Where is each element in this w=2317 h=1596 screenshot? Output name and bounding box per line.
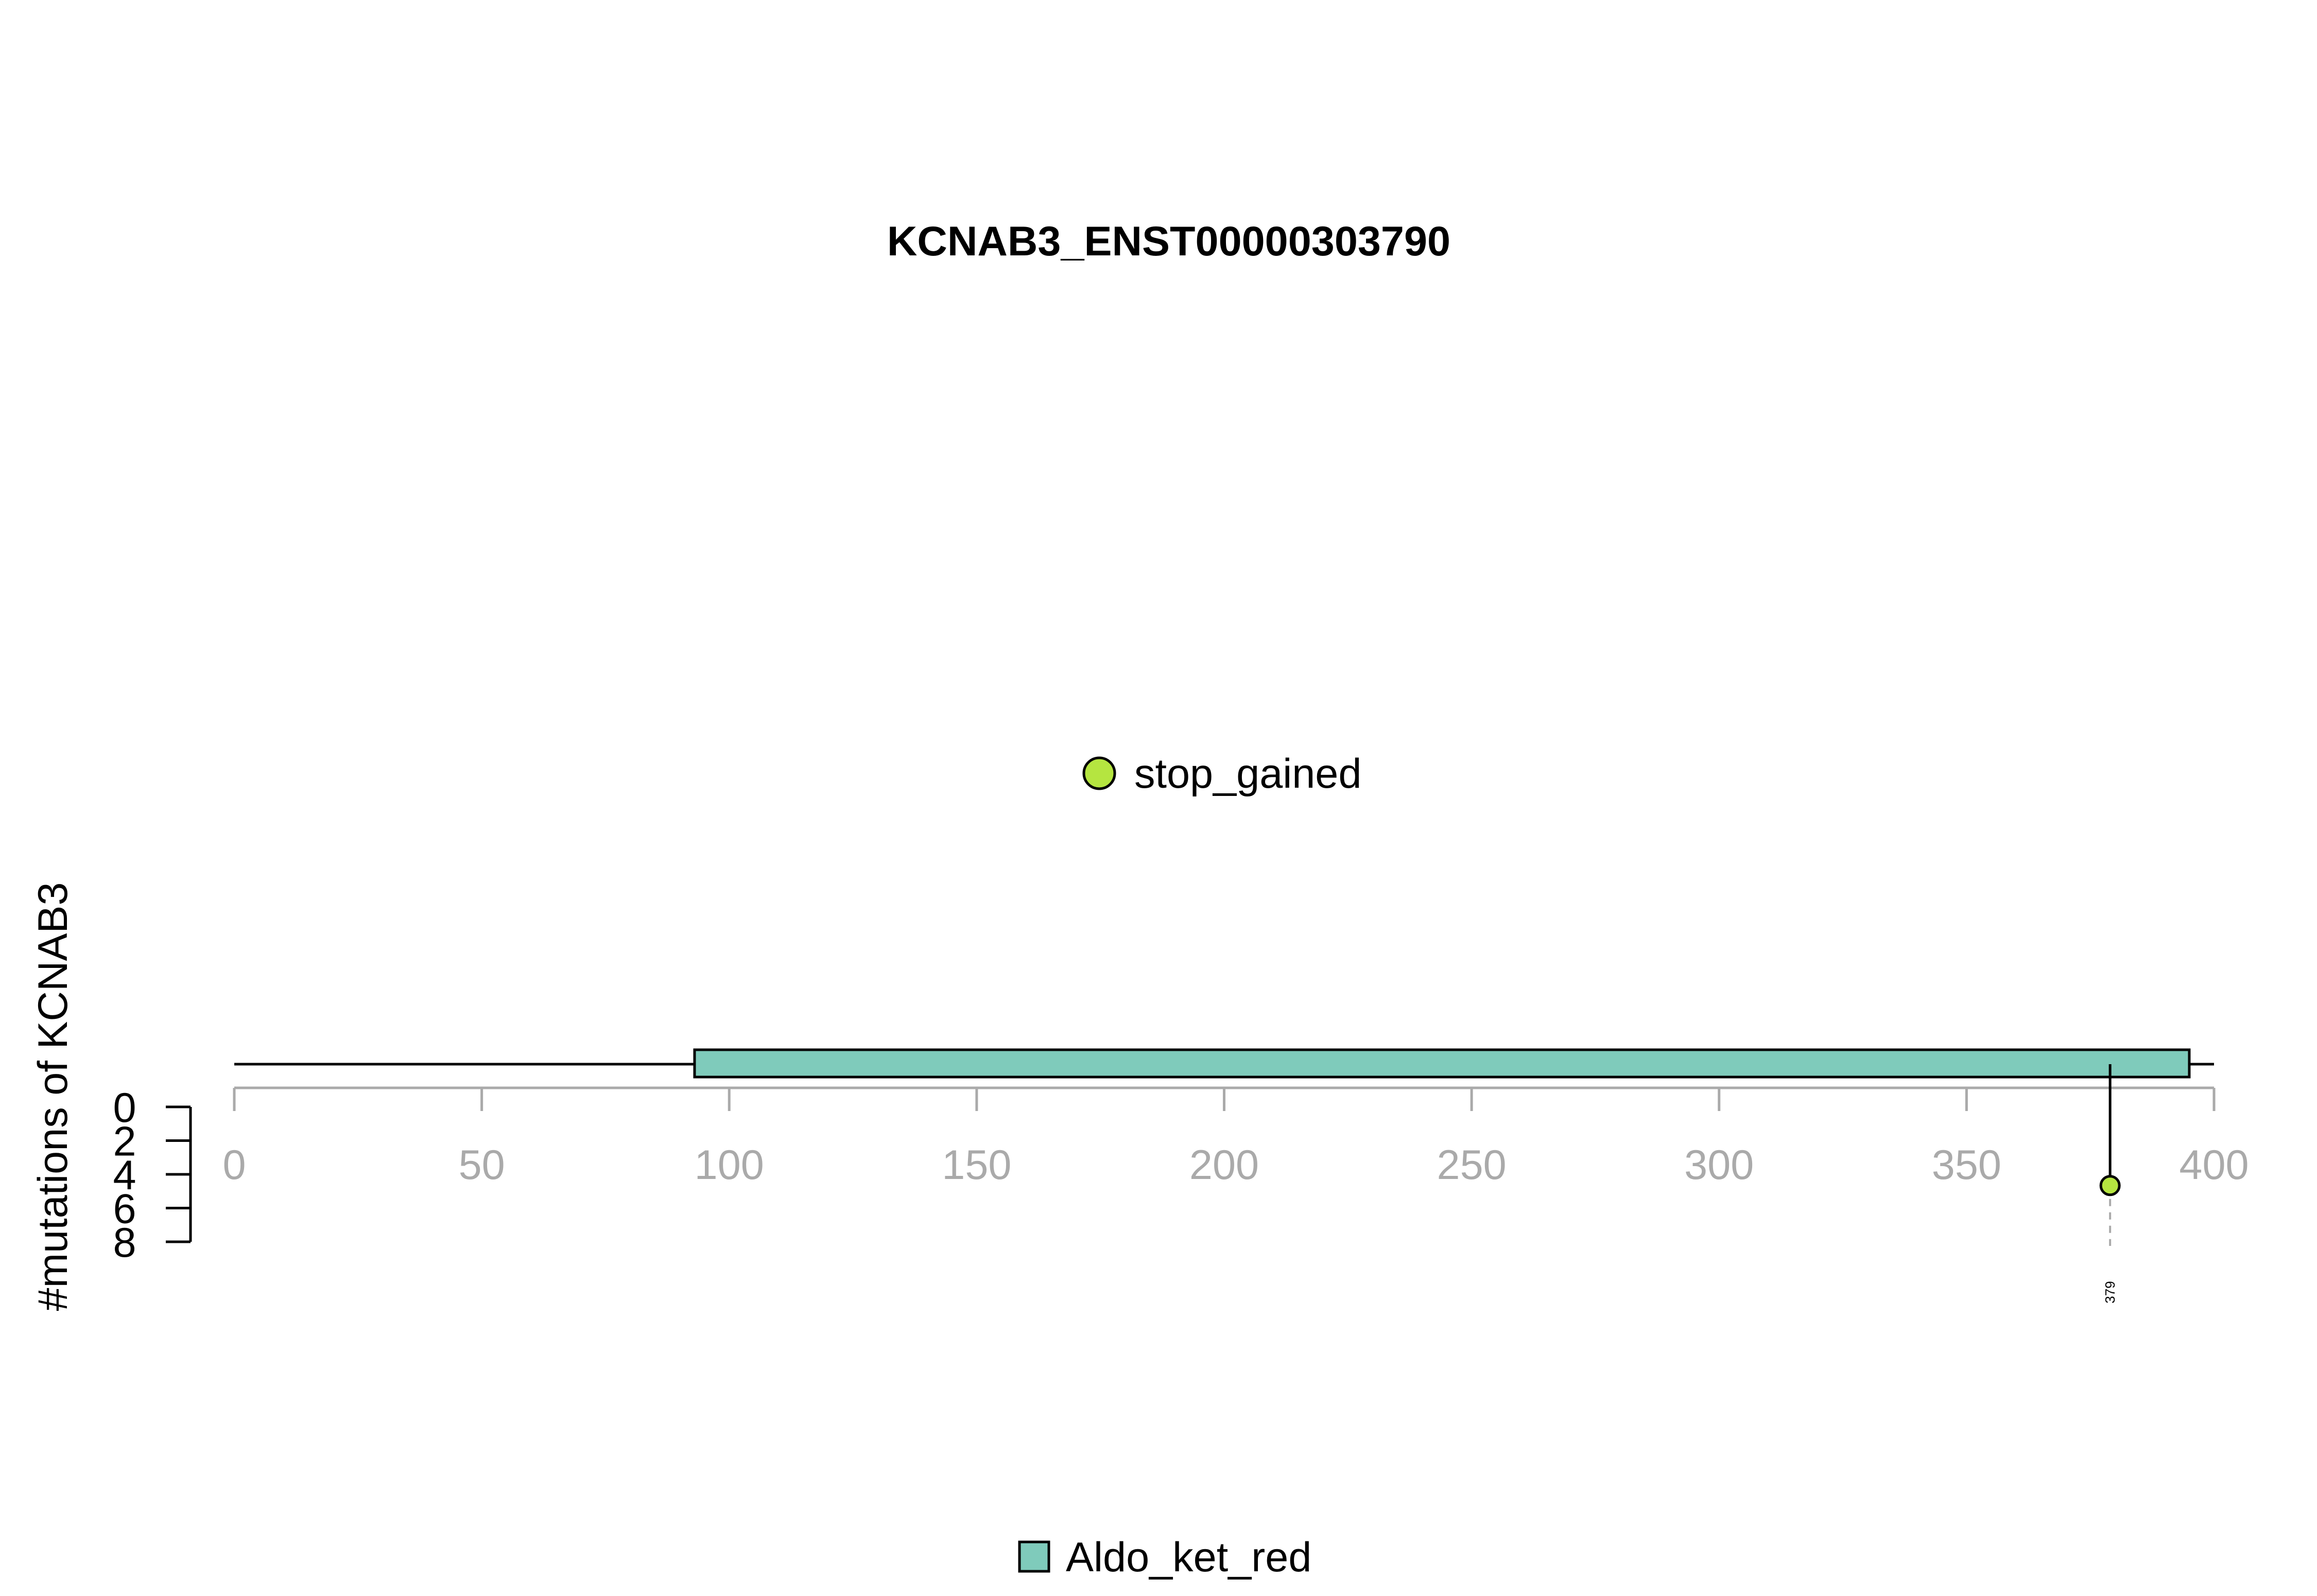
x-tick-label-300: 300: [1684, 1142, 1754, 1188]
legend-marker-stop_gained: [1082, 756, 1116, 790]
mutation-lollipops: 379: [2099, 1064, 2121, 1304]
y-tick-label-2: 2: [113, 1119, 136, 1165]
y-tick-label-8: 8: [113, 1220, 136, 1266]
domain-Aldo_ket_red: [693, 1048, 2191, 1079]
legend-label-stop_gained: stop_gained: [1134, 751, 1361, 797]
x-tick-label-150: 150: [942, 1142, 1011, 1188]
mutation-position-label-379: 379: [2102, 1281, 2118, 1303]
chart-title: KCNAB3_ENST00000303790: [887, 218, 1450, 265]
x-tick-label-0: 0: [222, 1142, 246, 1188]
mutation-head-379: [2099, 1175, 2121, 1196]
x-tick-label-100: 100: [695, 1142, 764, 1188]
x-tick-label-350: 350: [1932, 1142, 2001, 1188]
legend-label-Aldo_ket_red: Aldo_ket_red: [1066, 1534, 1311, 1581]
x-tick-label-200: 200: [1189, 1142, 1259, 1188]
x-tick-label-50: 50: [459, 1142, 505, 1188]
y-tick-label-4: 4: [113, 1152, 136, 1199]
y-tick-label-0: 0: [113, 1085, 136, 1131]
protein-backbone-layer: [234, 1048, 2214, 1079]
x-axis: 0 50 100 150 200 250 300 350 400: [222, 1086, 2249, 1188]
y-axis-label: #mutations of KCNAB3: [30, 882, 76, 1311]
y-tick-label-6: 6: [113, 1186, 136, 1233]
x-tick-label-250: 250: [1437, 1142, 1507, 1188]
mutation-legend: stop_gained: [1082, 751, 1361, 797]
legend-swatch-Aldo_ket_red: [1018, 1540, 1050, 1573]
domain-legend: Aldo_ket_red: [1018, 1534, 1311, 1581]
x-tick-label-400: 400: [2179, 1142, 2249, 1188]
